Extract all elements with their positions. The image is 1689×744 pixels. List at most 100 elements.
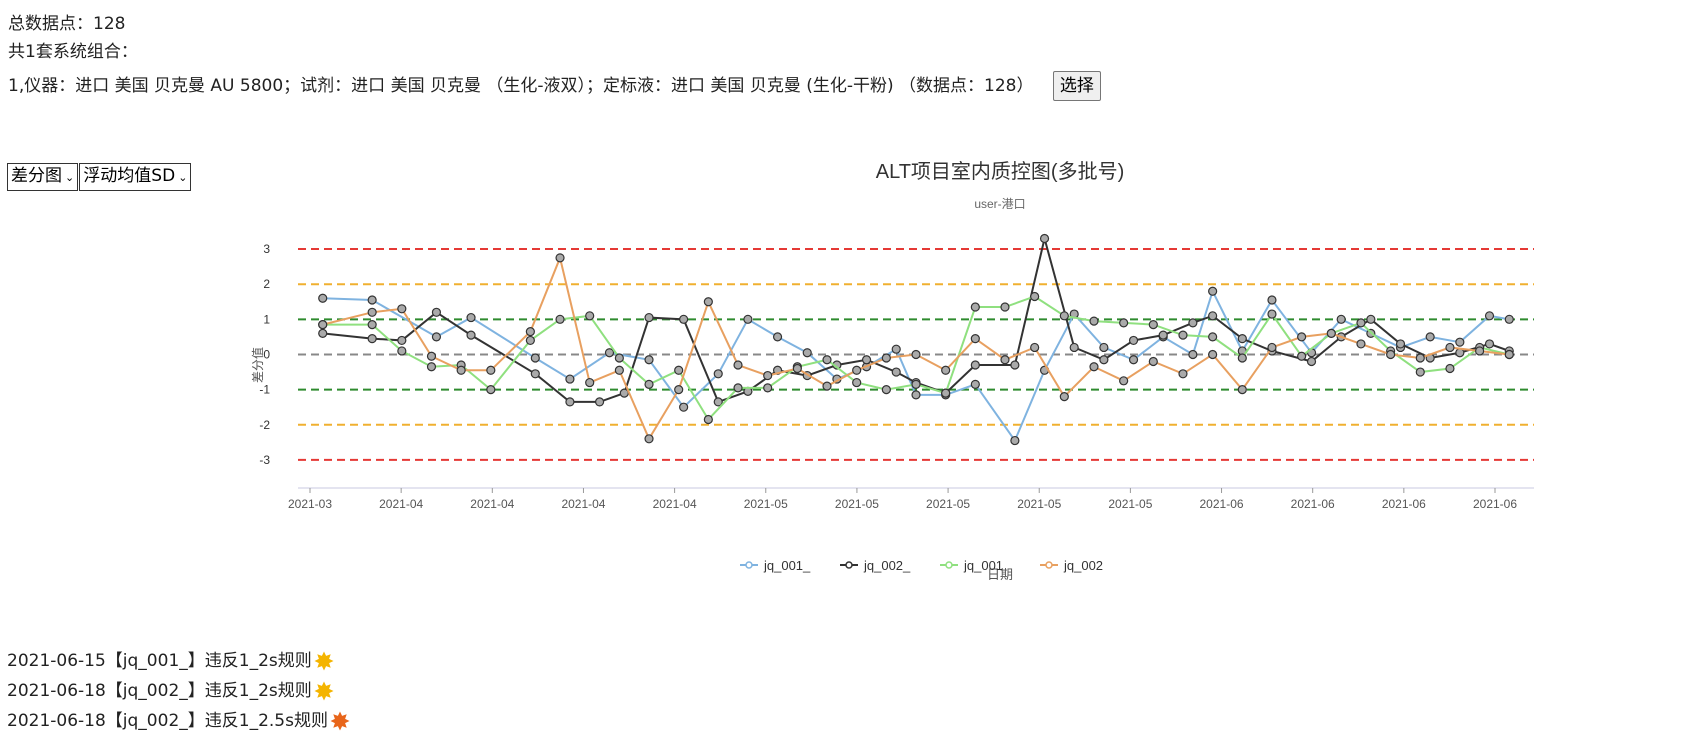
data-point: [911, 379, 921, 389]
data-point: [1297, 332, 1307, 342]
x-tick-label: 2021-06: [1291, 497, 1335, 511]
data-point: [1148, 320, 1158, 330]
data-point: [1504, 314, 1514, 324]
data-point: [1475, 346, 1485, 356]
data-point: [941, 388, 951, 398]
data-point: [431, 332, 442, 342]
data-point: [763, 383, 773, 393]
data-point: [891, 367, 901, 377]
data-point: [1099, 342, 1109, 353]
data-point: [852, 377, 862, 388]
data-point: [1178, 330, 1188, 340]
data-point: [1010, 435, 1020, 446]
y-tick-label: 2: [263, 277, 270, 291]
select-button[interactable]: 选择: [1052, 71, 1101, 101]
violation-date: 2021-06-18: [7, 711, 106, 731]
data-point: [1119, 318, 1129, 328]
total-points-line: 总数据点：128: [8, 13, 125, 35]
data-point: [1415, 367, 1425, 377]
data-point: [1119, 376, 1129, 386]
data-point: [881, 385, 891, 395]
data-point: [565, 397, 575, 407]
data-point: [530, 353, 540, 363]
stat-mode-value: 浮动均值SD: [83, 166, 176, 186]
x-tick-label: 2021-05: [1017, 497, 1061, 511]
data-point: [486, 365, 496, 375]
data-point: [644, 312, 654, 323]
data-point: [397, 346, 407, 356]
data-point: [431, 307, 442, 317]
chart-subtitle: user-港口: [974, 197, 1025, 211]
chart-type-select[interactable]: 差分图 ⌄: [7, 163, 79, 191]
data-point: [1039, 233, 1050, 244]
y-tick-label: -1: [259, 383, 270, 397]
data-point: [397, 304, 407, 314]
x-tick-label: 2021-05: [835, 497, 879, 511]
data-point: [367, 307, 377, 317]
data-point: [822, 355, 832, 365]
x-tick-label: 2021-04: [379, 497, 423, 511]
data-point: [1000, 302, 1010, 312]
data-point: [486, 385, 496, 395]
x-tick-label: 2021-06: [1382, 497, 1426, 511]
x-tick-label: 2021-04: [561, 497, 605, 511]
legend-marker: [745, 561, 753, 569]
data-point: [466, 312, 476, 323]
legend-label: jq_001: [963, 558, 1003, 573]
data-point: [1425, 332, 1435, 342]
y-tick-label: 3: [263, 242, 270, 256]
chevron-down-icon: ⌄: [178, 171, 188, 184]
chart-controls: 差分图 ⌄ 浮动均值SD ⌄: [7, 163, 192, 191]
violation-text: 【jq_002_】违反1_2.5s规则: [105, 711, 328, 731]
stat-mode-select[interactable]: 浮动均值SD ⌄: [79, 163, 192, 191]
violation-date: 2021-06-15: [7, 651, 106, 671]
x-tick-label: 2021-06: [1200, 497, 1244, 511]
data-point: [1030, 342, 1040, 353]
data-point: [674, 385, 684, 395]
data-point: [397, 335, 407, 346]
chevron-down-icon: ⌄: [65, 171, 75, 184]
data-point: [1089, 316, 1099, 326]
sun-warning-icon: [314, 651, 334, 671]
data-point: [1128, 355, 1139, 365]
data-point: [426, 362, 437, 372]
series-line: [322, 295, 1510, 422]
data-point: [1366, 314, 1376, 324]
data-point: [456, 365, 466, 375]
data-point: [1010, 360, 1020, 370]
series-line: [322, 288, 1510, 443]
data-point: [1336, 314, 1346, 324]
data-point: [604, 348, 615, 358]
data-point: [1128, 335, 1139, 346]
burst-alert-icon: [330, 711, 350, 731]
x-tick-label: 2021-04: [653, 497, 697, 511]
y-tick-label: -3: [259, 453, 270, 467]
data-point: [1089, 362, 1099, 372]
data-point: [822, 381, 832, 391]
data-point: [1445, 363, 1455, 374]
data-point: [1099, 355, 1109, 365]
data-point: [1208, 349, 1218, 360]
legend-label: jq_002: [1063, 558, 1103, 573]
qc-chart: ALT项目室内质控图(多批号) user-港口 差分值 日期 -3 -2 -1 0 1 2…: [250, 160, 1534, 582]
legend-marker: [945, 561, 953, 569]
data-point: [1069, 342, 1079, 353]
chart-title: ALT项目室内质控图(多批号): [876, 160, 1125, 183]
violation-item: 2021-06-15【jq_001_】违反1_2s规则: [7, 646, 350, 676]
data-point: [1059, 311, 1069, 321]
data-point: [1000, 355, 1010, 365]
legend-label: jq_002_: [863, 558, 911, 573]
data-point: [1237, 334, 1247, 344]
data-point: [1386, 349, 1396, 360]
data-point: [1504, 349, 1514, 360]
data-point: [585, 311, 595, 321]
violation-item: 2021-06-18【jq_002_】违反1_2.5s规则: [7, 706, 350, 736]
violation-item: 2021-06-18【jq_002_】违反1_2s规则: [7, 676, 350, 706]
data-point: [367, 320, 377, 330]
data-point: [367, 334, 377, 344]
data-point: [703, 297, 713, 307]
data-point: [1237, 353, 1247, 363]
data-point: [1208, 311, 1218, 321]
data-point: [713, 369, 723, 379]
x-tick-label: 2021-05: [1108, 497, 1152, 511]
